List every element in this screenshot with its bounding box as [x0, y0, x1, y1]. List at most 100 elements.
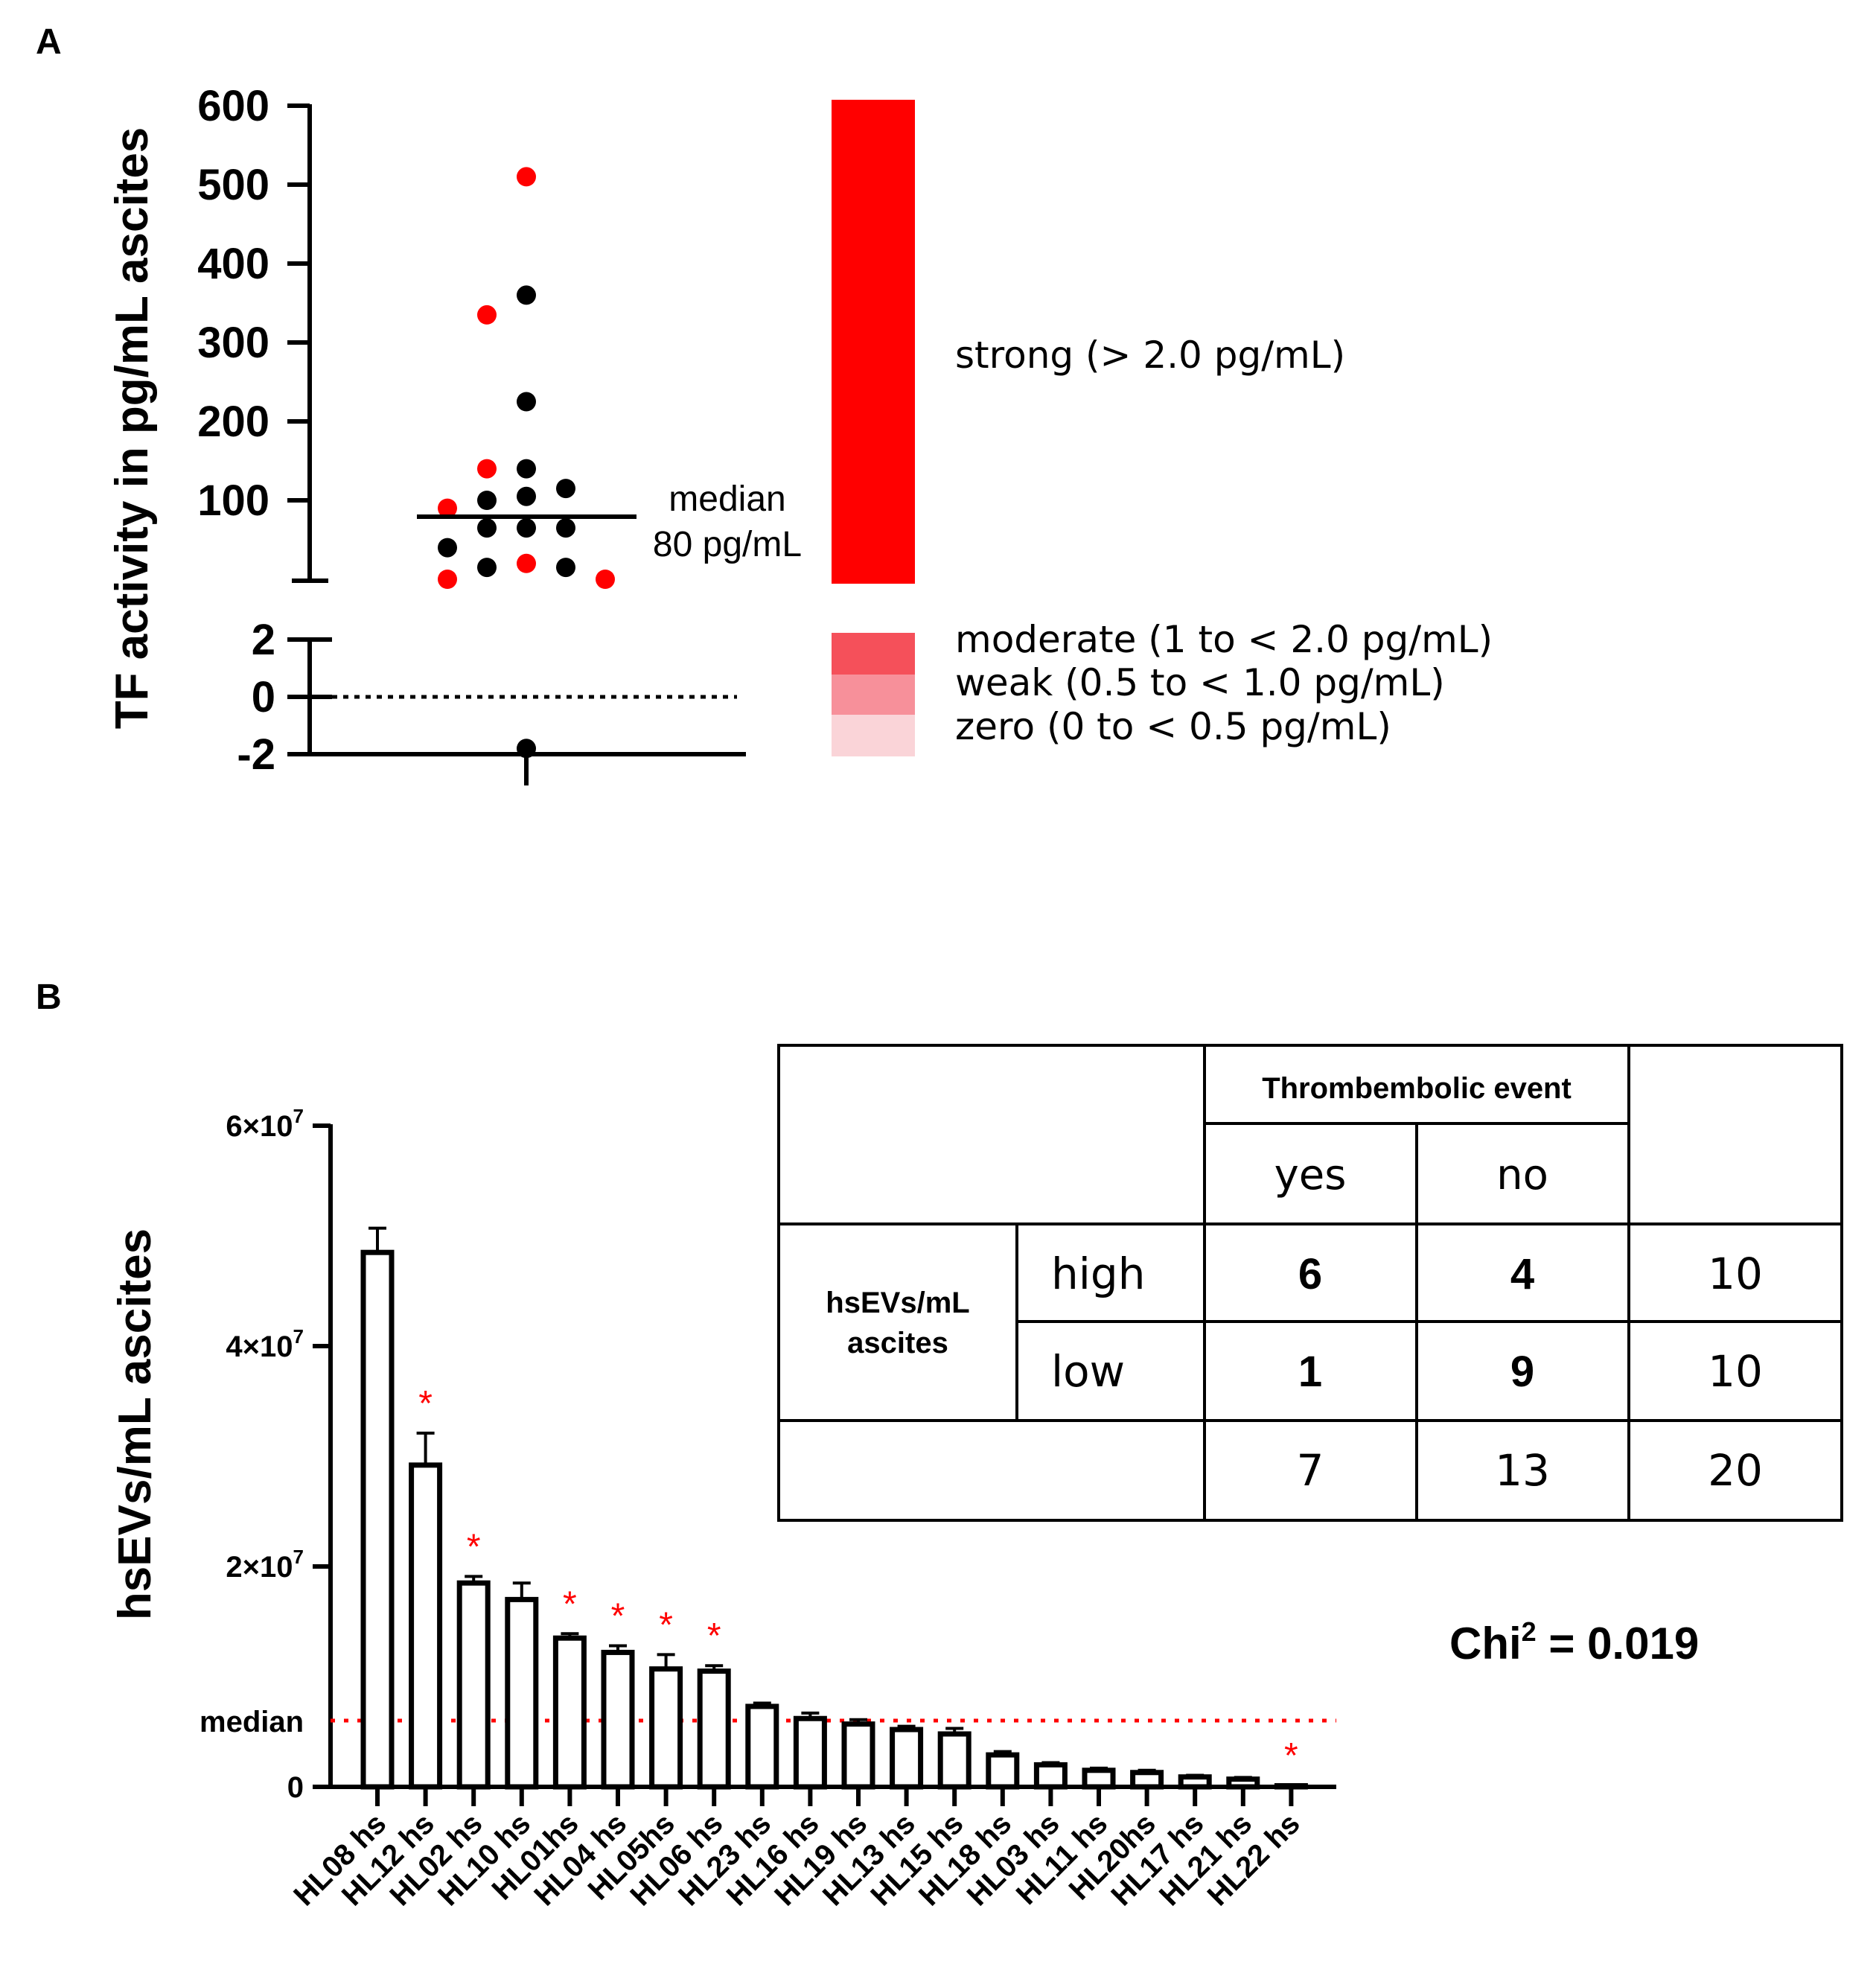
chi-sup: 2 — [1522, 1616, 1537, 1647]
legend-swatch-strong — [832, 100, 915, 584]
panel-b: B hsEVs/mL ascites 0 2×107 4×107 6×107 medi… — [36, 978, 1843, 1912]
legend-label-moderate: moderate (1 to < 2.0 pg/mL) — [955, 618, 1493, 661]
panel-b-significance-2: * — [467, 1527, 481, 1566]
panel-a-tick-label--2: -2 — [237, 730, 275, 779]
panel-a: A TF activity in pg/mL ascites 100 200 300… — [36, 22, 1493, 785]
panel-b-label: B — [36, 978, 62, 1017]
panel-a-point-14 — [517, 553, 536, 573]
panel-b-ytick-label-0: 0 — [287, 1771, 304, 1804]
panel-a-tick-label-300: 300 — [197, 319, 269, 367]
panel-a-tick-label-0: 0 — [252, 673, 275, 721]
panel-a-point-8 — [477, 491, 497, 510]
panel-b-bar-9 — [793, 1715, 827, 1790]
panel-a-point-12 — [556, 518, 575, 538]
panel-b-bar-13 — [986, 1752, 1020, 1790]
panel-b-bar-2 — [456, 1580, 491, 1790]
panel-b-bar-16 — [1130, 1770, 1164, 1790]
panel-b-bar-11 — [890, 1727, 924, 1790]
legend-swatch-weak — [832, 675, 915, 715]
panel-a-point-4 — [517, 459, 536, 479]
panel-a-point-17 — [438, 570, 457, 589]
panel-a-point-2 — [477, 305, 497, 325]
panel-b-bar-5 — [601, 1649, 635, 1790]
panel-a-tick-label-100: 100 — [197, 476, 269, 525]
table-col-yes: yes — [1274, 1151, 1347, 1199]
panel-b-bar-7 — [697, 1668, 731, 1790]
legend-label-zero: zero (0 to < 0.5 pg/mL) — [955, 705, 1391, 748]
panel-a-point-3 — [517, 392, 536, 412]
table-total-yes: 7 — [1297, 1445, 1324, 1496]
contingency-table — [777, 1044, 1843, 1522]
table-row-high-no: 4 — [1510, 1250, 1534, 1298]
table-row-group-line-2: ascites — [847, 1327, 948, 1359]
panel-a-tick-label-200: 200 — [197, 398, 269, 446]
legend-label-weak: weak (0.5 to < 1.0 pg/mL) — [955, 661, 1445, 704]
panel-b-ytick-label-40000000: 4×107 — [226, 1325, 304, 1363]
panel-a-point-9 — [438, 498, 457, 518]
panel-a-point-15 — [477, 558, 497, 578]
panel-b-bar-15 — [1082, 1767, 1116, 1790]
panel-a-point-13 — [438, 538, 457, 558]
panel-a-points — [438, 167, 615, 759]
panel-b-bar-18 — [1226, 1776, 1260, 1790]
panel-b-bar-1 — [409, 1462, 443, 1790]
legend-label-strong: strong (> 2.0 pg/mL) — [955, 334, 1345, 377]
panel-b-bar-12 — [937, 1731, 972, 1790]
table-total-no: 13 — [1495, 1445, 1550, 1496]
panel-b-significance-7: * — [707, 1616, 721, 1656]
panel-a-tick-label-2: 2 — [252, 616, 275, 664]
table-row-low-label: low — [1051, 1346, 1125, 1397]
panel-b-significance-1: * — [418, 1384, 433, 1424]
panel-a-point-18 — [596, 570, 615, 589]
panel-b-significance-5: * — [611, 1597, 625, 1636]
panel-a-point-5 — [477, 459, 497, 479]
table-outer-border — [777, 1044, 1843, 1522]
panel-b-bars: * * * * * * * — [360, 1226, 1308, 1806]
table-row-group-line-1: hsEVs/mL — [826, 1287, 969, 1319]
panel-b-bar-17 — [1178, 1774, 1212, 1790]
table-row-high-total: 10 — [1708, 1249, 1763, 1299]
panel-a-point-6 — [556, 479, 575, 499]
panel-b-bar-0 — [360, 1249, 395, 1790]
panel-b-bar-6 — [649, 1666, 683, 1790]
panel-a-point-7 — [517, 486, 536, 506]
table-col-no: no — [1496, 1151, 1548, 1199]
legend-swatch-zero — [832, 715, 915, 756]
table-row-high-label: high — [1051, 1249, 1145, 1299]
chi-value: = 0.019 — [1537, 1619, 1700, 1668]
legend-swatch-moderate — [832, 633, 915, 675]
panel-b-y-ticks: 0 2×107 4×107 6×107 — [226, 1105, 331, 1804]
panel-a-y-ticks: 100 200 300 400 500 600 -2 0 2 — [197, 82, 332, 779]
chi-square-result: Chi2 = 0.019 — [1449, 1616, 1699, 1668]
table-header-thrombembolic: Thrombembolic event — [1262, 1072, 1572, 1105]
panel-b-significance-19: * — [1284, 1736, 1298, 1776]
panel-b-y-axis-label: hsEVs/mL ascites — [109, 1228, 161, 1620]
panel-b-bar-4 — [552, 1635, 587, 1790]
panel-b-significance-6: * — [659, 1605, 673, 1645]
table-row-low-no: 9 — [1510, 1348, 1534, 1396]
table-row-low-yes: 1 — [1298, 1348, 1322, 1396]
panel-b-bar-3 — [505, 1596, 539, 1790]
panel-a-median-label: median — [669, 479, 785, 519]
panel-a-tick-label-600: 600 — [197, 82, 269, 130]
panel-b-significance-4: * — [563, 1584, 577, 1624]
panel-b-bar-14 — [1033, 1762, 1068, 1790]
panel-a-tick-label-400: 400 — [197, 240, 269, 288]
panel-a-point-19 — [517, 739, 536, 759]
table-row-high-yes: 6 — [1298, 1250, 1322, 1298]
panel-a-point-11 — [477, 518, 497, 538]
chi-base: Chi — [1449, 1619, 1522, 1668]
panel-b-median-label: median — [200, 1706, 304, 1738]
table-grand-total: 20 — [1708, 1445, 1763, 1496]
panel-a-point-10 — [517, 518, 536, 538]
panel-b-bar-8 — [745, 1703, 779, 1790]
panel-a-median-value: 80 pg/mL — [653, 525, 802, 564]
panel-a-point-0 — [517, 167, 536, 187]
panel-a-point-1 — [517, 285, 536, 305]
panel-a-tick-label-500: 500 — [197, 161, 269, 209]
panel-b-bar-10 — [841, 1721, 875, 1790]
panel-b-ytick-label-20000000: 2×107 — [226, 1546, 304, 1584]
panel-a-y-axis-label: TF activity in pg/mL ascites — [106, 127, 158, 730]
